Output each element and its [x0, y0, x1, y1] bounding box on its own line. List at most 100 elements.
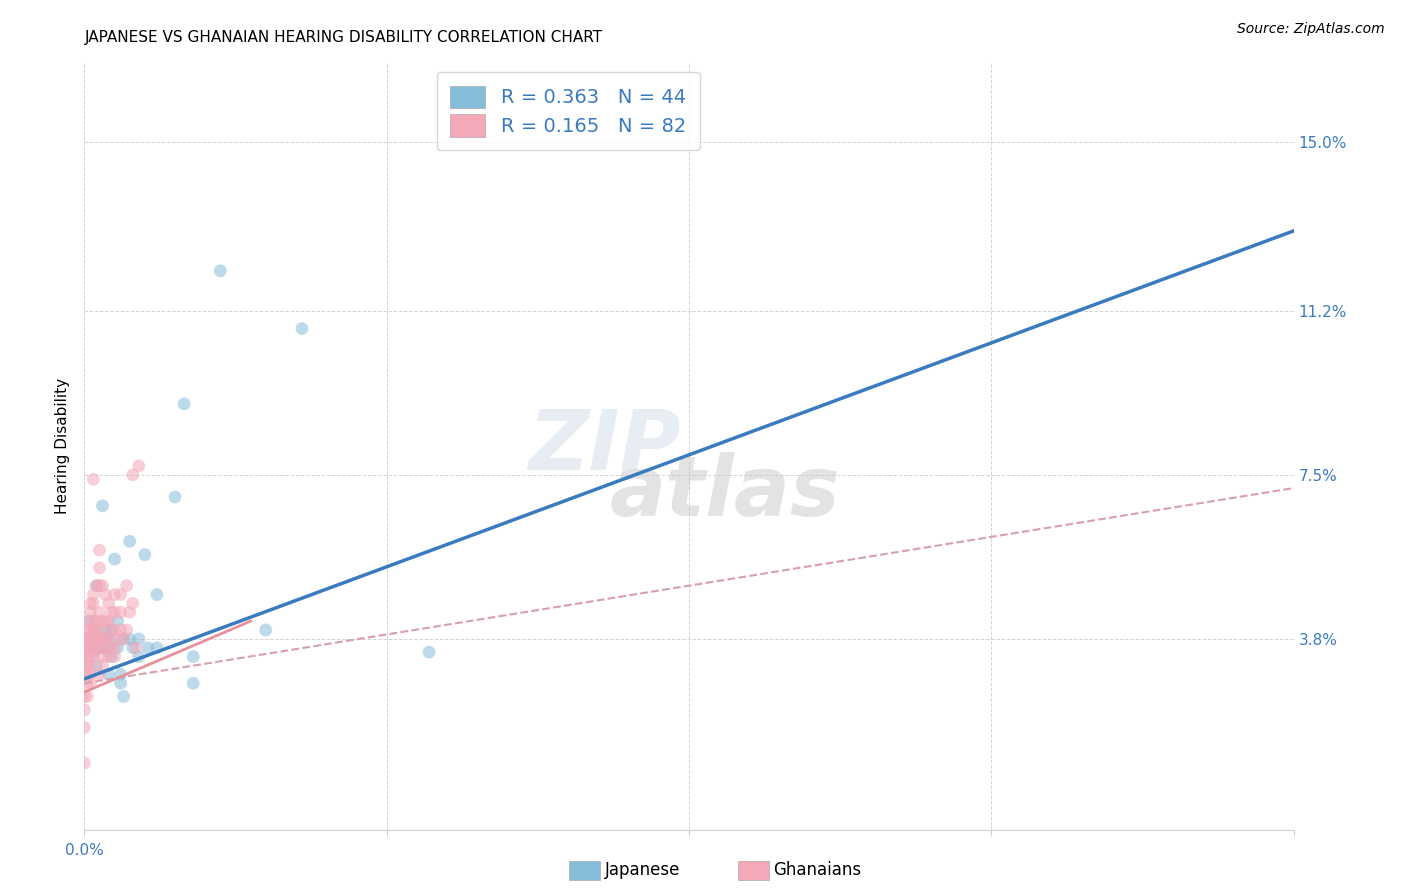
Point [79, 623, 101, 637]
Point [110, 605, 132, 619]
Point [76, 690, 98, 704]
Point [79, 640, 101, 655]
Point [104, 552, 127, 566]
Point [82, 623, 104, 637]
Point [82, 472, 104, 486]
Point [82, 588, 104, 602]
Point [107, 640, 129, 655]
Text: Source: ZipAtlas.com: Source: ZipAtlas.com [1237, 22, 1385, 37]
Point [79, 658, 101, 673]
Point [89, 640, 111, 655]
Point [79, 676, 101, 690]
Point [86, 614, 108, 628]
Point [89, 605, 111, 619]
Point [128, 632, 150, 646]
Point [97, 667, 120, 681]
Point [100, 605, 122, 619]
Point [86, 623, 108, 637]
Point [94, 614, 117, 628]
Point [79, 632, 101, 646]
Point [94, 640, 117, 655]
Point [91, 658, 114, 673]
Point [79, 667, 101, 681]
Point [209, 264, 232, 278]
Point [118, 605, 141, 619]
Point [79, 605, 101, 619]
Point [104, 605, 127, 619]
Point [76, 632, 98, 646]
Point [73, 703, 96, 717]
Point [94, 588, 117, 602]
Point [76, 658, 98, 673]
Y-axis label: Hearing Disability: Hearing Disability [55, 378, 70, 514]
Point [100, 640, 122, 655]
Point [97, 649, 120, 664]
Legend: R = 0.363   N = 44, R = 0.165   N = 82: R = 0.363 N = 44, R = 0.165 N = 82 [436, 72, 700, 150]
Point [86, 658, 108, 673]
Point [86, 579, 108, 593]
Point [136, 640, 159, 655]
Point [128, 649, 150, 664]
Point [121, 467, 143, 482]
Point [91, 649, 114, 664]
Point [76, 667, 98, 681]
Point [121, 596, 143, 610]
Text: JAPANESE VS GHANAIAN HEARING DISABILITY CORRELATION CHART: JAPANESE VS GHANAIAN HEARING DISABILITY … [84, 29, 603, 45]
Point [104, 588, 127, 602]
Point [100, 649, 122, 664]
Point [104, 640, 127, 655]
Point [73, 658, 96, 673]
Point [76, 614, 98, 628]
Point [125, 640, 148, 655]
Point [89, 667, 111, 681]
Point [89, 561, 111, 575]
Point [82, 596, 104, 610]
Point [82, 632, 104, 646]
Point [89, 640, 111, 655]
Point [89, 579, 111, 593]
Point [73, 690, 96, 704]
Point [115, 623, 138, 637]
Point [94, 632, 117, 646]
Point [76, 649, 98, 664]
Point [89, 632, 111, 646]
Point [112, 632, 135, 646]
Point [110, 623, 132, 637]
Text: atlas: atlas [610, 451, 841, 533]
Point [76, 676, 98, 690]
Point [76, 640, 98, 655]
Point [73, 756, 96, 770]
Point [91, 640, 114, 655]
Point [76, 623, 98, 637]
Point [79, 632, 101, 646]
Point [107, 614, 129, 628]
Point [110, 676, 132, 690]
Point [110, 588, 132, 602]
Point [89, 623, 111, 637]
Point [97, 596, 120, 610]
Point [115, 579, 138, 593]
Point [291, 321, 314, 335]
Point [121, 640, 143, 655]
Point [100, 623, 122, 637]
Point [82, 645, 104, 659]
Point [94, 623, 117, 637]
Point [73, 667, 96, 681]
Point [97, 640, 120, 655]
Point [86, 632, 108, 646]
Point [110, 667, 132, 681]
Point [86, 579, 108, 593]
Point [254, 623, 277, 637]
Point [104, 623, 127, 637]
Point [128, 458, 150, 473]
Point [82, 632, 104, 646]
Point [76, 632, 98, 646]
Point [100, 632, 122, 646]
Point [181, 649, 204, 664]
Point [91, 614, 114, 628]
Point [82, 623, 104, 637]
Text: 0.0%: 0.0% [65, 843, 104, 857]
Point [112, 632, 135, 646]
Point [173, 397, 195, 411]
Point [97, 614, 120, 628]
